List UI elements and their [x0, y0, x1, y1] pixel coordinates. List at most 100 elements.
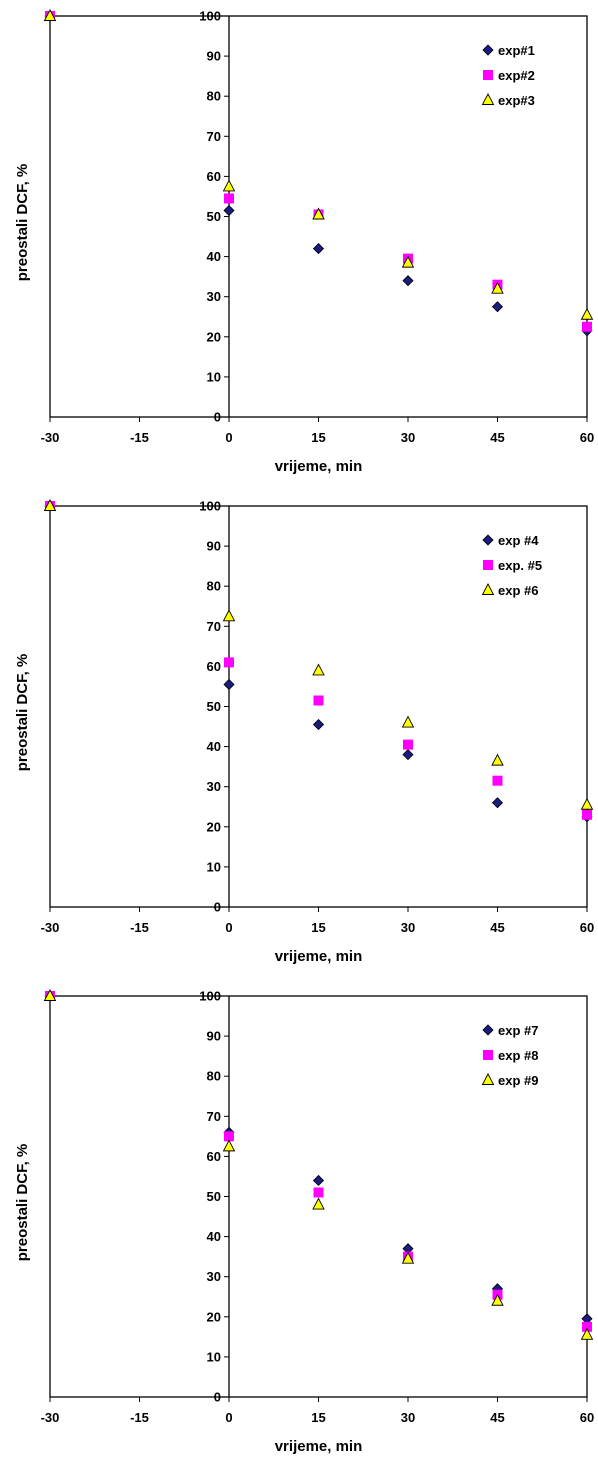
chart-2-series-2-point-3 [313, 695, 324, 706]
chart-3-legend-marker-2 [483, 1050, 493, 1060]
chart-2-legend-marker-3 [481, 583, 495, 595]
chart-1-legend-label-2: exp#2 [498, 68, 535, 83]
chart-1-x-tick-label-45: 45 [490, 430, 504, 445]
chart-3-y-tick-label-10: 10 [207, 1349, 221, 1364]
chart-3-series-3-point-4 [401, 1251, 415, 1264]
chart-2-series-1-point-3 [312, 718, 325, 731]
chart-2-y-tick-label-40: 40 [207, 739, 221, 754]
chart-3-y-tick-label-40: 40 [207, 1229, 221, 1244]
chart-2-x-tick-label-45: 45 [490, 920, 504, 935]
chart-1-series-3-point-5 [491, 281, 504, 294]
chart-3-series-3-point-2 [222, 1139, 236, 1152]
chart-3-legend-label-1: exp #7 [498, 1023, 538, 1038]
chart-3-series-1-point-3 [312, 1174, 325, 1187]
chart-2-x-tick-label--30: -30 [41, 920, 60, 935]
chart-3-y-tick-label-70: 70 [207, 1109, 221, 1124]
chart-3-y-tick-label-80: 80 [207, 1069, 221, 1084]
chart-3-legend-marker-1 [482, 1024, 494, 1036]
chart-1-y-tick-label-0: 0 [214, 410, 221, 425]
chart-panel-1: 0 10 20 30 40 50 60 70 80 90 100 -30 -15 0 15 30 45 60 vri… [0, 0, 598, 487]
chart-3-y-tick-label-30: 30 [207, 1269, 221, 1284]
chart-1-y-tick-label-40: 40 [207, 249, 221, 264]
chart-1-x-tick-label-15: 15 [311, 430, 325, 445]
chart-1-series-3-point-4 [401, 255, 415, 268]
chart-3-series-2-point-6 [582, 1321, 592, 1332]
chart-2-series-2-point-4 [403, 739, 413, 750]
chart-2-legend-label-1: exp #4 [498, 533, 539, 548]
chart-3-y-axis-label: preostali DCF, % [14, 1144, 31, 1262]
chart-1-y-tick-label-20: 20 [207, 329, 221, 344]
chart-1-y-tick-label-10: 10 [207, 369, 221, 384]
chart-1-series-1-point-4 [402, 275, 414, 287]
chart-1-series-1-point-3 [312, 243, 325, 255]
chart-2-y-tick-label-60: 60 [207, 659, 221, 674]
chart-3-x-tick-label-15: 15 [311, 1410, 325, 1425]
chart-svg-2: 0 10 20 30 40 50 60 70 80 90 100 -30 -15 0 15 30 45 60 vri… [14, 499, 594, 966]
chart-1-series-2-point-6 [582, 321, 592, 332]
chart-2-y-tick-label-100: 100 [199, 499, 221, 514]
chart-3-legend-marker-3 [481, 1073, 495, 1085]
chart-3-x-tick-label-0: 0 [225, 1410, 232, 1425]
chart-3-x-tick-label--30: -30 [41, 1410, 60, 1425]
chart-3-series-2-point-2 [224, 1131, 234, 1142]
chart-2-x-tick-label-30: 30 [401, 920, 415, 935]
chart-3-series-2-point-3 [313, 1187, 324, 1198]
chart-2-series-1-point-4 [402, 749, 414, 761]
chart-3-y-tick-label-90: 90 [207, 1029, 221, 1044]
chart-2-y-tick-label-50: 50 [207, 699, 221, 714]
chart-3-legend-label-2: exp #8 [498, 1048, 538, 1063]
chart-1-series-3-point-3 [312, 207, 325, 220]
chart-1-series-3-point-6 [580, 307, 594, 320]
chart-3-series-2 [45, 991, 592, 1332]
chart-2-legend-label-3: exp #6 [498, 583, 538, 598]
chart-2-x-tick-label--15: -15 [130, 920, 149, 935]
chart-1-y-tick-label-50: 50 [207, 209, 221, 224]
chart-2-series-2 [45, 501, 592, 820]
chart-1-x-tick-label-30: 30 [401, 430, 415, 445]
chart-3-series-1 [44, 990, 593, 1325]
chart-2-series-3-point-2 [222, 609, 236, 622]
chart-2-y-tick-label-80: 80 [207, 579, 221, 594]
chart-1-x-tick-label-60: 60 [580, 430, 594, 445]
chart-2-series-3 [43, 499, 594, 810]
chart-2-x-tick-label-60: 60 [580, 920, 594, 935]
chart-2-legend: exp #4 exp. #5 exp #6 [481, 533, 542, 598]
chart-3-legend: exp #7 exp #8 exp #9 [481, 1023, 538, 1088]
chart-3-legend-label-3: exp #9 [498, 1073, 538, 1088]
chart-1-legend-marker-1 [482, 44, 494, 56]
chart-1-series-2 [45, 11, 592, 332]
chart-3-series-3-point-5 [491, 1293, 504, 1306]
chart-3-series-3-point-1 [43, 989, 57, 1001]
chart-2-y-tick-label-20: 20 [207, 819, 221, 834]
chart-2-y-tick-label-10: 10 [207, 859, 221, 874]
chart-2-series-2-point-2 [224, 657, 234, 668]
chart-3-x-axis-label: vrijeme, min [275, 1438, 363, 1455]
chart-2-x-axis-label: vrijeme, min [275, 948, 363, 965]
chart-1-legend-label-3: exp#3 [498, 93, 535, 108]
chart-1-y-tick-label-80: 80 [207, 89, 221, 104]
chart-2-series-1-point-5 [491, 797, 504, 809]
chart-3-x-tick-label-60: 60 [580, 1410, 594, 1425]
chart-1-legend: exp#1 exp#2 exp#3 [481, 43, 535, 108]
chart-2-series-3-point-3 [312, 663, 325, 676]
chart-2-series-2-point-6 [582, 809, 592, 820]
chart-2-x-tick-label-0: 0 [225, 920, 232, 935]
chart-1-series-3 [43, 9, 594, 320]
chart-2-series-3-point-4 [401, 715, 415, 728]
chart-3-y-tick-label-60: 60 [207, 1149, 221, 1164]
chart-1-y-tick-label-60: 60 [207, 169, 221, 184]
chart-2-series-2-point-5 [492, 775, 503, 786]
chart-panel-2: 0 10 20 30 40 50 60 70 80 90 100 -30 -15 0 15 30 45 60 vri… [0, 490, 598, 977]
chart-1-x-axis-label: vrijeme, min [275, 458, 363, 475]
chart-3-x-tick-label-30: 30 [401, 1410, 415, 1425]
chart-3-y-tick-label-20: 20 [207, 1309, 221, 1324]
chart-3-y-tick-label-100: 100 [199, 989, 221, 1004]
chart-2-series-3-point-5 [491, 753, 504, 766]
chart-2-y-tick-label-0: 0 [214, 900, 221, 915]
chart-1-series-3-point-2 [222, 179, 236, 192]
chart-1-y-tick-label-70: 70 [207, 129, 221, 144]
chart-2-y-tick-label-70: 70 [207, 619, 221, 634]
chart-1-legend-marker-3 [481, 93, 495, 105]
chart-1-series-3-point-1 [43, 9, 57, 21]
chart-2-y-tick-label-30: 30 [207, 779, 221, 794]
